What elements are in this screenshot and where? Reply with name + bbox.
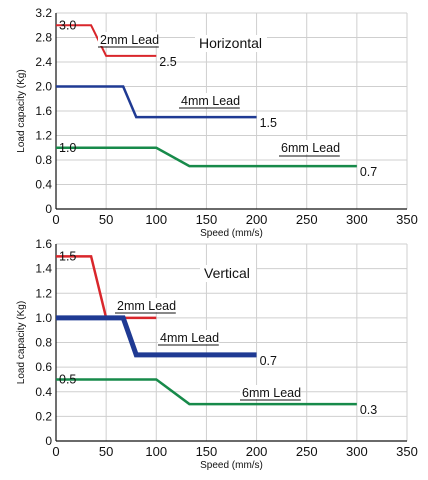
series-end-value: 0.7 — [260, 354, 277, 368]
chart-panel-vertical: 0 0.2 0.4 0.6 0.8 1.0 1.2 1.4 1.6 0 50 100 150 200 250… — [16, 237, 418, 471]
series-label: 6mm Lead — [281, 141, 340, 155]
x-tick-label: 250 — [296, 212, 318, 227]
series-label: 6mm Lead — [242, 386, 301, 400]
y-axis-title: Load capacity (Kg) — [16, 69, 27, 152]
x-tick-label: 50 — [99, 212, 113, 227]
series-end-value: 1.5 — [260, 116, 277, 130]
y-tick-label: 2.0 — [35, 80, 52, 94]
series-label: 2mm Lead — [117, 299, 176, 313]
series-line-6mm-lead — [56, 378, 357, 406]
y-tick-label: 0.4 — [35, 385, 52, 399]
chart-title-bg — [195, 35, 267, 52]
series-label-bg — [279, 140, 340, 154]
y-tick-label: 2.4 — [35, 55, 52, 69]
series-label: 2mm Lead — [100, 33, 159, 47]
x-tick-label: 250 — [296, 444, 318, 459]
series-line-4mm-lead — [56, 85, 257, 119]
series-label-bg — [98, 32, 159, 46]
series-line-2mm-lead — [56, 255, 157, 320]
y-tick-label: 1.2 — [35, 286, 52, 300]
x-axis-title: Speed (mm/s) — [200, 228, 263, 239]
y-tick-label: 0 — [45, 202, 52, 216]
y-tick-label: 1.2 — [35, 129, 52, 143]
y-tick-label: 0.2 — [35, 409, 52, 423]
x-tick-label: 100 — [145, 212, 167, 227]
x-tick-label: 0 — [52, 212, 59, 227]
y-tick-label: 3.2 — [35, 6, 52, 20]
y-tick-label: 0.8 — [35, 336, 52, 350]
y-tick-label: 0 — [45, 434, 52, 448]
x-tick-label: 50 — [99, 444, 113, 459]
x-tick-label: 200 — [246, 212, 268, 227]
x-tick-label: 200 — [246, 444, 268, 459]
y-axis-title: Load capacity (Kg) — [16, 301, 27, 384]
y-tick-label: 0.8 — [35, 153, 52, 167]
series-label-bg — [179, 93, 240, 107]
chart-title-bg — [200, 265, 256, 282]
y-tick-label: 1.4 — [35, 262, 52, 276]
x-tick-label: 0 — [52, 444, 59, 459]
y-tick-label: 0.6 — [35, 360, 52, 374]
chart-title: Horizontal — [199, 35, 262, 51]
series-end-value: 2.5 — [159, 55, 176, 69]
x-tick-label: 150 — [196, 212, 218, 227]
series-label: 4mm Lead — [181, 94, 240, 108]
y-tick-label: 1.6 — [35, 104, 52, 118]
series-label-bg — [158, 330, 219, 344]
series-start-value: 3.0 — [59, 18, 76, 32]
y-tick-label: 1.0 — [35, 311, 52, 325]
chart-panel-horizontal: 0 0.4 0.8 1.2 1.6 2.0 2.4 2.8 3.2 0 50 100 150 200 250… — [16, 6, 418, 239]
y-tick-label: 0.4 — [35, 178, 52, 192]
chart-title: Vertical — [204, 265, 250, 281]
series-label: 4mm Lead — [160, 331, 219, 345]
x-tick-label: 350 — [396, 212, 418, 227]
x-tick-label: 100 — [145, 444, 167, 459]
series-start-value: 1.5 — [59, 249, 76, 263]
y-tick-label: 2.8 — [35, 31, 52, 45]
series-end-value: 0.7 — [360, 165, 377, 179]
x-tick-label: 300 — [346, 444, 368, 459]
series-start-value: 0.5 — [59, 372, 76, 386]
series-label-bg — [240, 385, 301, 399]
x-axis-title: Speed (mm/s) — [200, 460, 263, 471]
series-end-value: 0.3 — [360, 403, 377, 417]
x-tick-label: 350 — [396, 444, 418, 459]
series-start-value: 1.0 — [59, 141, 76, 155]
series-line-4mm-lead — [56, 315, 257, 358]
series-line-6mm-lead — [56, 146, 357, 168]
x-tick-label: 300 — [346, 212, 368, 227]
x-tick-label: 150 — [196, 444, 218, 459]
series-label-bg — [115, 298, 176, 312]
y-tick-label: 1.6 — [35, 237, 52, 251]
